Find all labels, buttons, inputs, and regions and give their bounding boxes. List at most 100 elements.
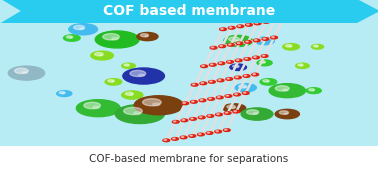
Circle shape (253, 39, 260, 42)
Circle shape (22, 71, 27, 73)
Circle shape (172, 121, 179, 123)
Circle shape (200, 82, 207, 85)
Circle shape (260, 79, 277, 85)
Circle shape (111, 81, 114, 82)
Circle shape (122, 91, 143, 99)
Circle shape (190, 118, 197, 120)
Circle shape (206, 132, 213, 134)
Circle shape (234, 76, 241, 79)
Circle shape (76, 100, 120, 117)
Circle shape (202, 65, 204, 66)
Circle shape (245, 58, 248, 59)
Circle shape (230, 64, 246, 71)
Circle shape (94, 53, 103, 56)
Circle shape (189, 135, 196, 137)
Circle shape (252, 73, 259, 76)
Circle shape (209, 64, 216, 66)
Circle shape (311, 44, 324, 49)
Circle shape (163, 139, 170, 142)
Circle shape (57, 91, 72, 97)
Circle shape (316, 46, 318, 47)
Circle shape (225, 129, 227, 130)
Circle shape (108, 80, 114, 82)
Circle shape (313, 45, 318, 47)
Circle shape (284, 113, 288, 114)
Circle shape (275, 109, 299, 119)
Circle shape (241, 108, 273, 120)
Circle shape (134, 112, 141, 115)
Circle shape (247, 24, 249, 25)
Circle shape (143, 99, 161, 106)
Circle shape (226, 95, 229, 96)
Circle shape (93, 106, 99, 109)
Circle shape (234, 93, 240, 96)
Circle shape (223, 129, 230, 131)
Text: COF-based membrane for separations: COF-based membrane for separations (89, 154, 289, 164)
Circle shape (228, 27, 235, 29)
Circle shape (255, 37, 274, 45)
Circle shape (216, 131, 218, 132)
Circle shape (253, 113, 258, 114)
Circle shape (227, 61, 234, 63)
Circle shape (312, 90, 314, 91)
Circle shape (263, 21, 270, 23)
Circle shape (257, 60, 272, 66)
Circle shape (226, 78, 232, 80)
Circle shape (264, 21, 266, 22)
Circle shape (141, 34, 149, 37)
Circle shape (309, 89, 314, 91)
Circle shape (207, 115, 214, 117)
Circle shape (236, 42, 243, 45)
Circle shape (243, 75, 250, 77)
Circle shape (211, 64, 213, 65)
Circle shape (112, 37, 118, 40)
Circle shape (127, 65, 129, 66)
Circle shape (271, 36, 277, 39)
Circle shape (69, 24, 98, 35)
Circle shape (130, 70, 146, 76)
Circle shape (235, 59, 242, 62)
Circle shape (199, 99, 206, 102)
Circle shape (260, 61, 265, 63)
Circle shape (181, 137, 184, 138)
Circle shape (105, 79, 122, 85)
Circle shape (272, 37, 274, 38)
Circle shape (174, 121, 176, 122)
Circle shape (253, 56, 259, 59)
Circle shape (283, 44, 299, 50)
Circle shape (298, 64, 303, 66)
Bar (0, 0, 378, 23)
Circle shape (229, 37, 240, 41)
Circle shape (224, 35, 253, 46)
Circle shape (242, 92, 249, 94)
Circle shape (123, 68, 164, 84)
Circle shape (201, 82, 203, 83)
Circle shape (122, 63, 135, 68)
Circle shape (221, 28, 223, 29)
Circle shape (124, 107, 142, 115)
Circle shape (263, 80, 269, 82)
Circle shape (64, 35, 80, 41)
Circle shape (84, 102, 101, 109)
Circle shape (79, 28, 84, 30)
Circle shape (191, 118, 193, 119)
Circle shape (285, 45, 292, 47)
Circle shape (190, 135, 192, 136)
Circle shape (279, 111, 288, 114)
Circle shape (234, 40, 239, 41)
Circle shape (198, 116, 205, 119)
Circle shape (231, 107, 235, 108)
Circle shape (234, 111, 236, 112)
Circle shape (181, 119, 188, 122)
Circle shape (70, 37, 72, 38)
Circle shape (199, 134, 201, 135)
Circle shape (244, 58, 251, 60)
Circle shape (197, 133, 204, 136)
Circle shape (289, 46, 291, 47)
Circle shape (224, 112, 231, 114)
Circle shape (296, 63, 309, 68)
Circle shape (219, 45, 226, 48)
Circle shape (229, 44, 231, 45)
Circle shape (201, 65, 208, 68)
Circle shape (215, 113, 222, 116)
